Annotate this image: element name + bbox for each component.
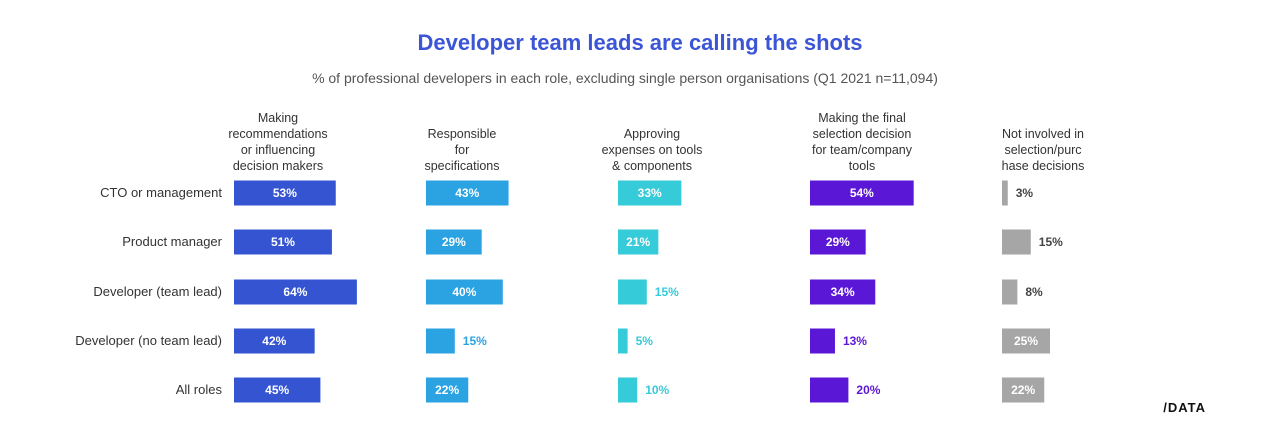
bar <box>810 377 849 403</box>
bar <box>1002 229 1031 255</box>
value-label: 40% <box>452 285 476 299</box>
bar <box>1002 180 1008 206</box>
bar <box>426 229 482 255</box>
value-label: 33% <box>638 186 662 200</box>
value-label: 53% <box>273 186 297 200</box>
value-label: 13% <box>843 334 867 348</box>
column-header: Responsible for specifications <box>424 127 499 173</box>
bar <box>810 180 914 206</box>
bar <box>1002 328 1050 354</box>
bar <box>1002 279 1018 305</box>
column-header: Making recommendations or influencing decis… <box>228 111 327 173</box>
value-label: 34% <box>831 285 855 299</box>
row-label: Developer (team lead) <box>93 284 222 299</box>
chart-title: Developer team leads are calling the sho… <box>417 30 863 55</box>
value-label: 42% <box>262 334 286 348</box>
bar <box>1002 377 1045 403</box>
bar <box>426 377 469 403</box>
bar <box>234 229 332 255</box>
column-header: Not involved in selection/purc hase decisi… <box>1002 127 1085 173</box>
value-label: 51% <box>271 235 295 249</box>
value-label: 15% <box>463 334 487 348</box>
bar <box>810 229 866 255</box>
bar <box>618 180 682 206</box>
bar <box>234 180 336 206</box>
bar <box>234 377 321 403</box>
bar <box>618 229 659 255</box>
value-label: 29% <box>826 235 850 249</box>
brand-logo: /DATA <box>1163 400 1206 415</box>
value-label: 22% <box>435 383 459 397</box>
row-label: CTO or management <box>100 185 222 200</box>
value-label: 22% <box>1011 383 1035 397</box>
bar <box>810 279 876 305</box>
value-label: 64% <box>283 285 307 299</box>
value-label: 21% <box>626 235 650 249</box>
bar <box>426 328 455 354</box>
column-header: Approving expenses on tools & components <box>602 127 703 173</box>
chart-subtitle: % of professional developers in each rol… <box>312 70 938 86</box>
bar <box>426 279 503 305</box>
value-label: 3% <box>1016 186 1034 200</box>
bar <box>234 328 315 354</box>
value-label: 8% <box>1025 285 1043 299</box>
bar <box>810 328 835 354</box>
value-label: 10% <box>645 383 669 397</box>
value-label: 43% <box>455 186 479 200</box>
value-label: 5% <box>636 334 654 348</box>
bar <box>234 279 357 305</box>
row-label: Product manager <box>122 234 222 249</box>
value-label: 25% <box>1014 334 1038 348</box>
value-label: 29% <box>442 235 466 249</box>
value-label: 54% <box>850 186 874 200</box>
bar <box>618 328 628 354</box>
column-header: Making the final selection decision for te… <box>812 111 913 173</box>
row-label: All roles <box>176 382 223 397</box>
value-label: 15% <box>1039 235 1063 249</box>
value-label: 20% <box>856 383 880 397</box>
value-label: 45% <box>265 383 289 397</box>
bar <box>618 279 647 305</box>
value-label: 15% <box>655 285 679 299</box>
bar <box>426 180 509 206</box>
row-label: Developer (no team lead) <box>75 333 222 348</box>
bar <box>618 377 638 403</box>
